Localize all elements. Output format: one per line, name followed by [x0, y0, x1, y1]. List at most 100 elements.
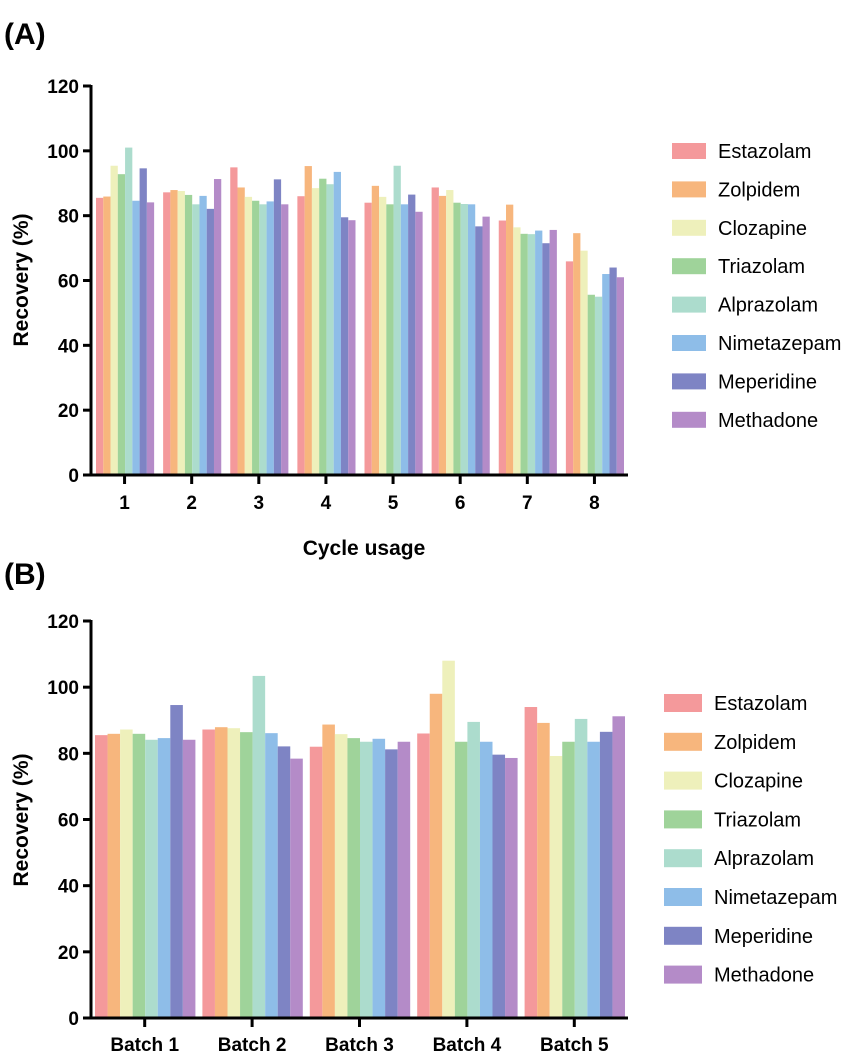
legend-label: Clozapine: [718, 218, 807, 240]
bar-zolpidem: [573, 233, 581, 475]
bar-zolpidem: [438, 195, 447, 475]
legend-label: Methadone: [718, 410, 818, 432]
bar-zolpidem: [107, 733, 121, 1018]
bar-zolpidem: [506, 204, 514, 475]
legend-label: Triazolam: [714, 809, 801, 831]
bar-methadone: [397, 741, 411, 1018]
y-axis-title: Recovery (%): [10, 213, 33, 346]
x-tick-label: 8: [589, 493, 600, 514]
bar-triazolam: [132, 733, 146, 1018]
x-tick-label: 4: [321, 493, 332, 514]
bar-methadone: [612, 716, 625, 1018]
bar-triazolam: [117, 174, 126, 475]
bar-clozapine: [379, 196, 387, 476]
x-tick-label: 6: [455, 493, 466, 514]
bar-zolpidem: [304, 166, 312, 476]
chart-panel-a: (A) 0 20 40 60 80 100 120 1 2 3 4 5 6 7 8 Recovery (%) Cy…: [4, 18, 841, 560]
bar-clozapine: [446, 190, 454, 475]
legend-label: Alprazolam: [718, 295, 818, 317]
chart-panel-b: (B) 0 20 40 60 80 100 120 Batch 1 Batch 2 Batch 3 B…: [4, 558, 837, 1056]
legend-label: Meperidine: [714, 926, 813, 948]
legend-swatch-alprazolam: [664, 849, 702, 868]
legend-swatch-estazolam: [672, 143, 706, 159]
x-tick-label: 2: [186, 493, 197, 514]
y-tick-label: 0: [68, 1009, 79, 1030]
bar-estazolam: [230, 167, 238, 475]
legend-swatch-zolpidem: [672, 181, 706, 198]
y-tick-label: 60: [58, 272, 79, 293]
bar-zolpidem: [371, 185, 380, 476]
bar-alprazolam: [125, 147, 133, 475]
y-tick-label: 120: [47, 612, 79, 633]
bar-alprazolam: [574, 718, 588, 1018]
bar-methadone: [616, 277, 624, 475]
bar-nimetazepam: [333, 171, 341, 475]
y-tick-label: 0: [68, 466, 79, 487]
legend-label: Nimetazepam: [714, 887, 837, 909]
y-tick-label: 100: [47, 142, 79, 163]
x-tick-label: Batch 2: [218, 1035, 287, 1056]
bar-meperidine: [599, 731, 613, 1018]
legend-swatch-estazolam: [664, 694, 702, 712]
bar-triazolam: [562, 741, 575, 1018]
y-tick-label: 40: [58, 336, 79, 357]
bar-methadone: [415, 211, 423, 475]
bar-methadone: [348, 220, 356, 475]
bar-meperidine: [408, 194, 416, 476]
legend-swatch-triazolam: [672, 258, 706, 275]
y-tick-label: 100: [47, 678, 79, 699]
y-tick-label: 80: [58, 207, 79, 228]
bar-nimetazepam: [400, 204, 409, 475]
bar-triazolam: [240, 732, 253, 1018]
bar-meperidine: [170, 705, 183, 1018]
bar-triazolam: [319, 178, 327, 475]
bar-nimetazepam: [132, 200, 140, 475]
bar-estazolam: [431, 187, 439, 475]
bar-clozapine: [311, 188, 320, 476]
legend-swatch-clozapine: [672, 219, 706, 236]
legend-swatch-zolpidem: [664, 732, 702, 751]
legend-label: Meperidine: [718, 371, 817, 393]
bar-alprazolam: [393, 165, 401, 475]
bar-triazolam: [454, 741, 468, 1018]
legend-label: Clozapine: [714, 771, 803, 793]
bar-nimetazepam: [535, 230, 543, 475]
bar-meperidine: [475, 226, 483, 475]
bar-zolpidem: [537, 722, 550, 1018]
legend-swatch-clozapine: [664, 771, 702, 790]
bar-nimetazepam: [157, 738, 171, 1018]
legend-swatch-methadone: [664, 965, 702, 984]
bar-alprazolam: [460, 203, 468, 475]
bar-methadone: [549, 229, 557, 475]
bar-alprazolam: [145, 739, 158, 1018]
legend-swatch-methadone: [672, 411, 706, 428]
bar-clozapine: [442, 660, 455, 1018]
bar-clozapine: [177, 191, 185, 475]
legend: Estazolam Zolpidem Clozapine Triazolam Alpra…: [664, 693, 837, 987]
bar-zolpidem: [429, 693, 443, 1018]
y-tick-label: 120: [47, 77, 79, 98]
legend-label: Alprazolam: [714, 848, 814, 870]
x-tick-label: 1: [119, 493, 130, 514]
bar-nimetazepam: [587, 741, 600, 1018]
bar-meperidine: [273, 179, 282, 476]
bar-triazolam: [587, 294, 595, 475]
y-tick-label: 80: [58, 744, 79, 765]
bar-methadone: [505, 757, 518, 1018]
legend-label: Methadone: [714, 965, 814, 987]
bar-alprazolam: [252, 675, 266, 1018]
y-tick-label: 20: [58, 943, 79, 964]
bar-estazolam: [364, 202, 372, 475]
bar-methadone: [482, 216, 490, 475]
bar-estazolam: [202, 729, 215, 1018]
x-tick-label: 5: [388, 493, 399, 514]
bar-nimetazepam: [479, 741, 493, 1018]
bar-estazolam: [524, 707, 538, 1018]
x-tick-label: Batch 1: [110, 1035, 179, 1056]
legend-label: Zolpidem: [718, 179, 800, 201]
legend-swatch-meperidine: [672, 373, 706, 390]
bar-clozapine: [580, 250, 588, 475]
y-axis-title: Recovery (%): [10, 753, 33, 886]
legend-swatch-triazolam: [664, 810, 702, 829]
